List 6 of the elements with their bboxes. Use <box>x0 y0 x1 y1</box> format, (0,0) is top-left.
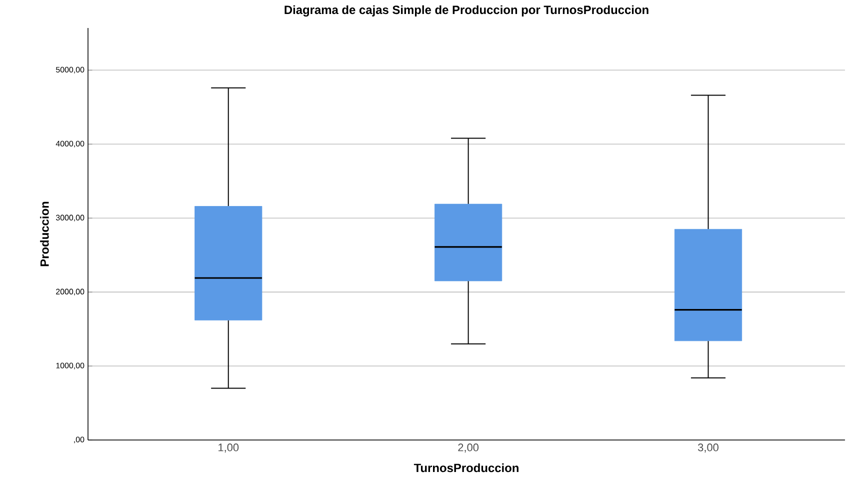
x-tick-label: 2,00 <box>458 444 479 453</box>
x-tick-label: 3,00 <box>698 444 718 453</box>
x-axis-title: TurnosProduccion <box>414 463 518 472</box>
y-axis-title: Produccion <box>40 202 49 266</box>
x-tick-label: 1,00 <box>218 444 239 453</box>
chart-title: Diagrama de cajas Simple de Produccion por TurnosProduccion <box>284 5 648 17</box>
